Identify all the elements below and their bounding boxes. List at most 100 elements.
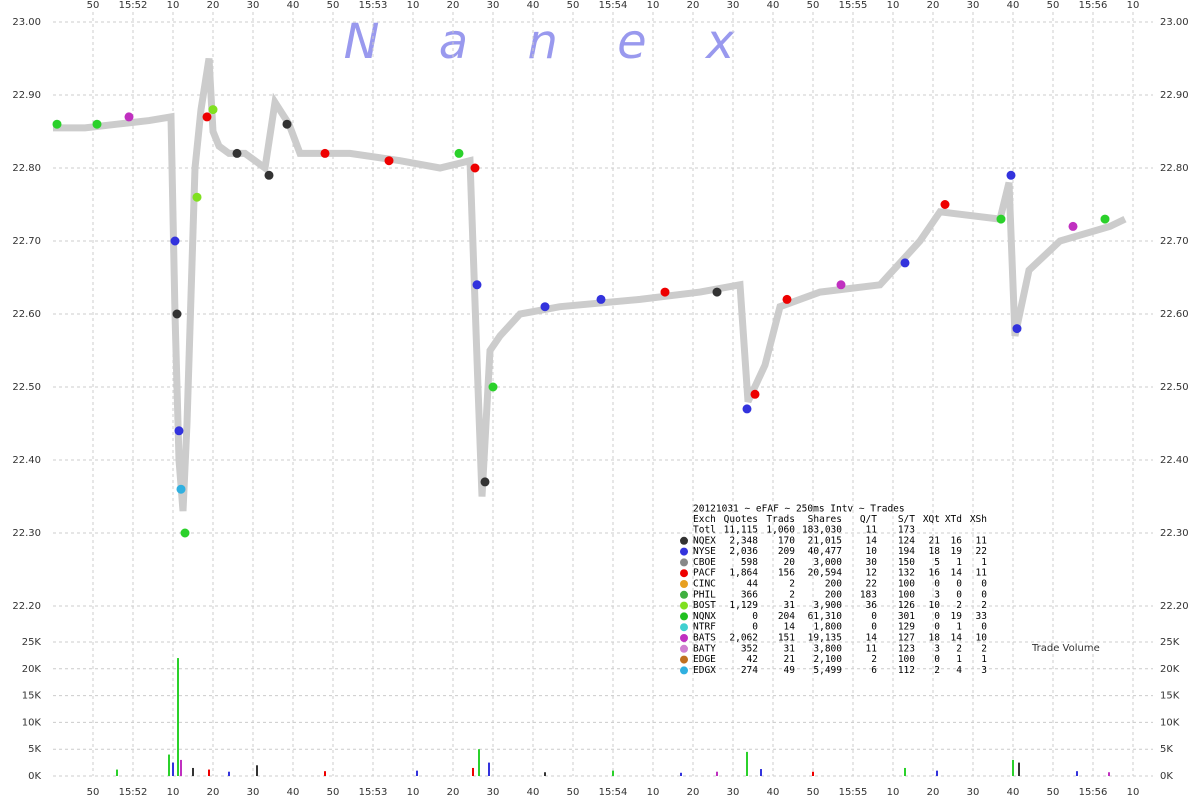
table-cell: 124 [898, 535, 915, 546]
x-tick-label: 40 [287, 0, 300, 11]
y-tick-label: 20K [22, 664, 42, 675]
table-cell: 274 [741, 665, 758, 676]
table-cell: 2,062 [729, 633, 758, 644]
table-cell: 19,135 [808, 633, 842, 644]
x-tick-label: 15:53 [359, 787, 388, 798]
x-tick-label: 40 [767, 787, 780, 798]
table-cell: 0 [981, 589, 987, 600]
x-tick-label: 10 [1127, 787, 1140, 798]
x-tick-label: 50 [327, 787, 340, 798]
legend-marker [680, 590, 688, 599]
table-cell: 14 [784, 622, 796, 633]
trade-point [384, 156, 394, 166]
y-tick-label: 22.20 [12, 601, 41, 612]
volume-bar [324, 771, 326, 776]
table-cell: 14 [866, 535, 878, 546]
x-tick-label: 20 [687, 0, 700, 11]
legend-marker [680, 558, 688, 567]
table-cell: BATY [693, 643, 716, 654]
x-tick-label: 15:52 [119, 787, 148, 798]
table-cell: 11 [976, 568, 988, 579]
table-cell: 100 [898, 654, 915, 665]
y-tick-label: 22.90 [12, 90, 41, 101]
volume-label: Trade Volume [1031, 643, 1100, 654]
table-cell: 18 [929, 633, 941, 644]
volume-bar [1018, 762, 1020, 776]
table-cell: 19 [951, 546, 963, 557]
table-cell: 173 [898, 525, 915, 536]
table-cell: 2 [789, 579, 795, 590]
table-cell: 2 [789, 589, 795, 600]
y-tick-label: 22.40 [12, 455, 41, 466]
table-header: S/T [898, 514, 915, 525]
x-tick-label: 40 [287, 787, 300, 798]
table-cell: 200 [825, 579, 842, 590]
table-cell: NQNX [693, 611, 716, 622]
table-cell: 20,594 [808, 568, 843, 579]
volume-bar [544, 772, 546, 776]
volume-bar [180, 759, 182, 776]
x-tick-label: 15:52 [119, 0, 148, 11]
x-tick-label: 20 [447, 0, 460, 11]
trade-point [900, 258, 910, 268]
legend-marker [680, 569, 688, 578]
volume-bar [168, 754, 170, 776]
x-tick-label: 10 [647, 0, 660, 11]
x-tick-label: 40 [767, 0, 780, 11]
y-tick-label: 23.00 [1160, 17, 1189, 28]
trade-point [750, 389, 760, 399]
trade-point [480, 477, 490, 487]
quote-band [53, 57, 1127, 512]
x-tick-label: 30 [727, 787, 740, 798]
table-cell: 0 [956, 589, 962, 600]
table-cell: 11 [866, 643, 878, 654]
x-tick-label: 50 [1047, 787, 1060, 798]
volume-bar [192, 767, 194, 776]
y-tick-label: 22.70 [1160, 236, 1189, 247]
x-tick-label: 10 [167, 0, 180, 11]
table-cell: 3 [934, 589, 940, 600]
legend-marker [680, 547, 688, 556]
legend-marker [680, 612, 688, 621]
table-cell: 2 [956, 643, 962, 654]
table-cell: 10 [976, 633, 988, 644]
y-tick-label: 5K [28, 744, 41, 755]
table-header: Exch [693, 514, 716, 525]
x-tick-label: 20 [447, 787, 460, 798]
volume-bar [416, 770, 418, 776]
table-cell: 1 [956, 557, 962, 568]
table-cell: 0 [752, 622, 758, 633]
table-cell: 1 [956, 622, 962, 633]
table-cell: 36 [866, 600, 878, 611]
table-cell: 61,310 [808, 611, 843, 622]
table-cell: 22 [976, 546, 987, 557]
x-tick-label: 50 [327, 0, 340, 11]
table-cell: 0 [934, 654, 940, 665]
x-tick-label: 20 [207, 0, 220, 11]
table-cell: 194 [898, 546, 915, 557]
table-cell: BOST [693, 600, 716, 611]
y-tick-label: 22.80 [1160, 163, 1189, 174]
trade-point [1068, 221, 1078, 231]
legend-marker [680, 580, 688, 588]
table-cell: 2 [934, 665, 940, 676]
x-tick-label: 10 [407, 0, 420, 11]
table-header: XSh [970, 514, 987, 525]
x-tick-label: 50 [87, 787, 100, 798]
volume-bar [478, 749, 480, 776]
table-cell: 44 [747, 579, 759, 590]
table-cell: 49 [784, 665, 796, 676]
volume-bar [904, 767, 906, 776]
table-cell: 3,000 [813, 557, 842, 568]
table-cell: EDGX [693, 665, 716, 676]
table-cell: 100 [898, 589, 915, 600]
trade-point [192, 192, 202, 202]
table-cell: 204 [778, 611, 795, 622]
table-cell: 0 [871, 622, 877, 633]
x-tick-label: 20 [927, 787, 940, 798]
y-tick-label: 22.40 [1160, 455, 1189, 466]
y-tick-label: 22.60 [12, 309, 41, 320]
legend-marker [680, 666, 688, 675]
table-cell: 12 [866, 568, 877, 579]
